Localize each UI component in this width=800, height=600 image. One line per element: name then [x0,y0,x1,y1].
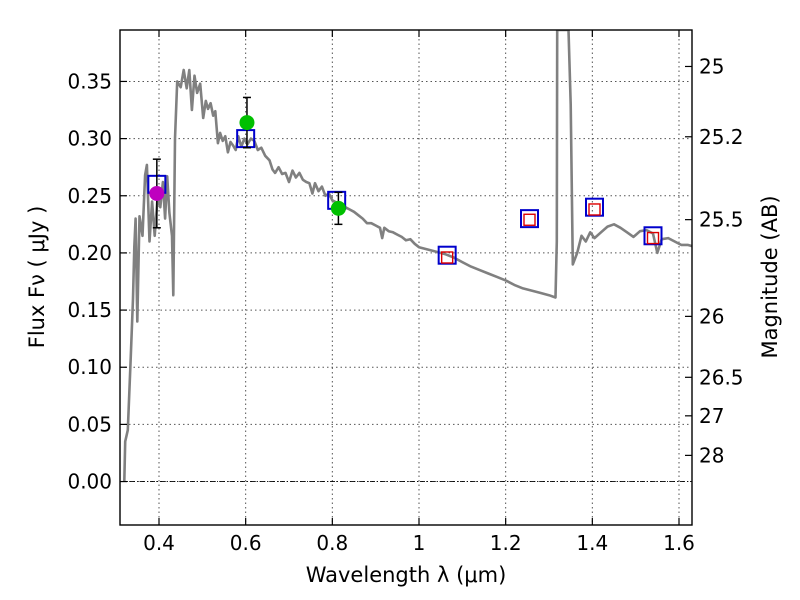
x-tick-label: 0.6 [230,531,262,555]
right-axis-title: Magnitude (AB) [758,195,782,358]
plot-frame [119,29,693,526]
y-axis-title: Flux Fν ( μJy ) [25,206,49,349]
magnitude-tick-label: 25.2 [699,125,744,149]
y-axis-ticks: 0.00 0.05 0.10 0.15 0.20 0.25 0.30 0.35 [67,69,127,494]
x-tick-label: 0.8 [316,531,348,555]
upper-limit-box [588,203,601,216]
y-tick-label: 0.10 [67,355,112,379]
model-photometry-box [585,197,604,217]
upper-limit-box [646,231,660,245]
y-tick-label: 0.15 [67,298,112,322]
y-tick-label: 0.25 [67,184,112,208]
model-spectrum-line [123,30,692,482]
observed-points [149,115,346,216]
magnitude-tick-label: 25.5 [699,208,744,232]
x-tick-label: 0.4 [143,531,175,555]
observed-point-green-1 [239,115,255,131]
y-tick-label: 0.30 [67,127,112,151]
y-tick-label: 0.35 [67,69,112,93]
observed-point-violet [149,185,165,201]
magnitude-tick-label: 27 [699,404,724,428]
plot-area [123,30,692,482]
x-tick-label: 1.4 [576,531,608,555]
magnitude-tick-label: 25 [699,54,724,78]
upper-limit-box [523,213,536,226]
magnitude-tick-label: 26 [699,304,724,328]
model-photometry-box [437,245,457,265]
x-tick-label: 1.6 [663,531,695,555]
x-axis-title: Wavelength λ (μm) [306,563,507,587]
magnitude-tick-label: 28 [699,443,724,467]
y-tick-label: 0.00 [67,470,112,494]
magnitude-tick-label: 26.5 [699,365,744,389]
model-photometry-box [643,226,663,246]
model-photometry-boxes [147,129,663,265]
y-tick-label: 0.20 [67,241,112,265]
y-tick-label: 0.05 [67,412,112,436]
model-photometry-box [520,209,539,229]
upper-limit-box [440,251,454,264]
grid-lines [120,30,692,525]
x-tick-label: 1.2 [490,531,522,555]
magnitude-axis-ticks: 25 25.2 25.5 26 26.5 27 28 [685,54,744,467]
x-axis-ticks: 0.4 0.6 0.8 1 1.2 1.4 1.6 [143,30,695,555]
upper-limit-boxes [440,203,660,264]
observed-point-green-2 [330,200,346,216]
x-tick-label: 1 [413,531,426,555]
